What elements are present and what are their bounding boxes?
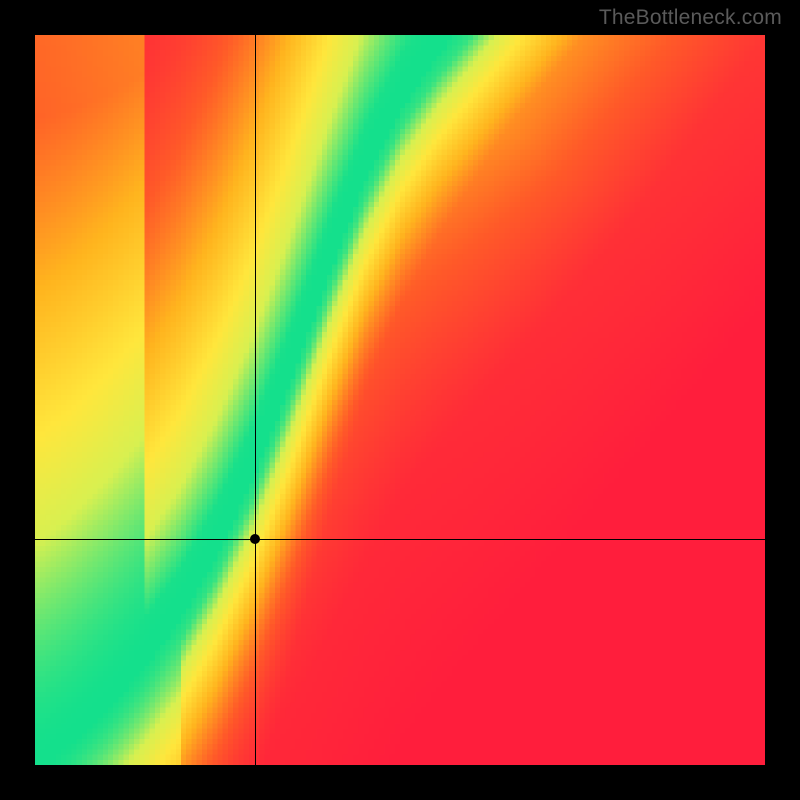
heatmap-canvas bbox=[35, 35, 765, 765]
crosshair-marker-dot bbox=[250, 534, 260, 544]
heatmap-plot bbox=[35, 35, 765, 765]
crosshair-vertical-line bbox=[255, 35, 256, 765]
crosshair-horizontal-line bbox=[35, 539, 765, 540]
watermark-text: TheBottleneck.com bbox=[599, 6, 782, 30]
